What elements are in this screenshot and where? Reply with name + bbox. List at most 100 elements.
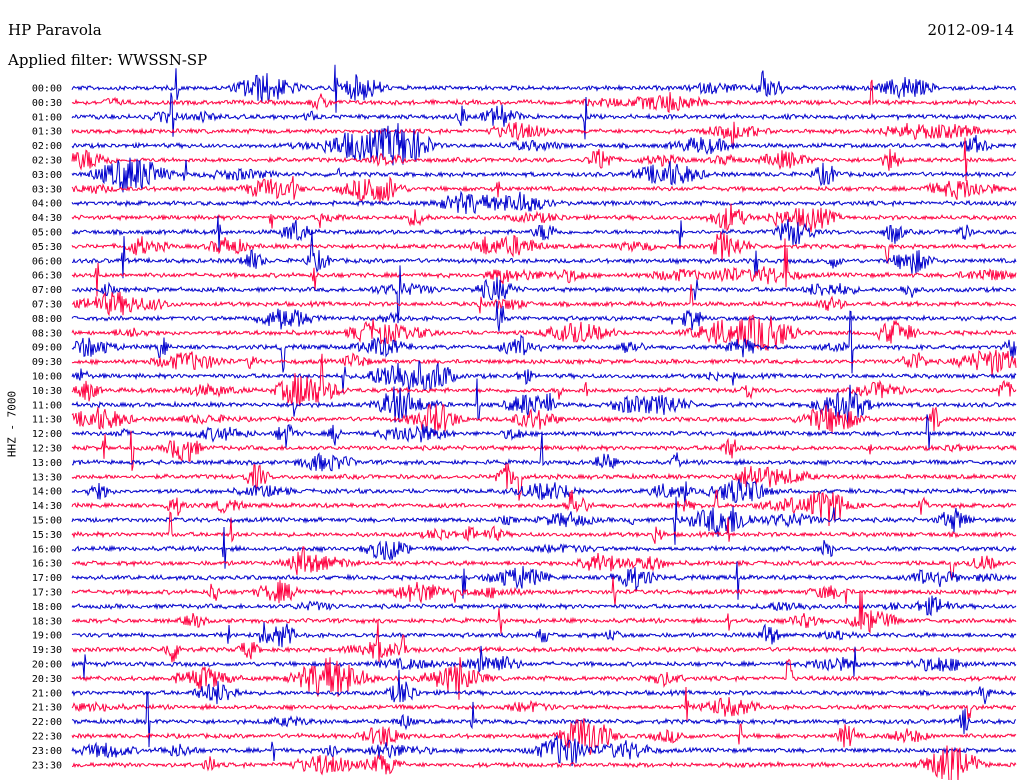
trace-line xyxy=(71,561,1017,600)
trace-line xyxy=(71,718,1017,755)
trace-line xyxy=(71,353,1017,407)
row-time-label: 19:00 xyxy=(32,631,62,642)
row-time-label: 23:00 xyxy=(32,746,62,757)
row-time-label: 06:30 xyxy=(32,271,62,282)
row-time-label: 13:00 xyxy=(32,458,62,469)
trace-line xyxy=(71,430,1017,471)
trace-line xyxy=(71,431,1017,472)
row-time-label: 07:30 xyxy=(32,300,62,311)
row-time-label: 16:00 xyxy=(32,544,62,555)
trace-line xyxy=(71,463,1017,501)
row-time-label: 10:00 xyxy=(32,372,62,383)
trace-line xyxy=(71,590,1017,634)
trace-line xyxy=(71,360,1017,393)
row-time-label: 20:30 xyxy=(32,674,62,685)
trace-line xyxy=(71,349,1017,376)
row-time-label: 19:30 xyxy=(32,645,62,656)
trace-line xyxy=(71,190,1017,215)
row-time-label: 21:30 xyxy=(32,703,62,714)
row-time-label: 00:00 xyxy=(32,84,62,95)
trace-line xyxy=(71,414,1017,451)
row-time-label: 03:30 xyxy=(32,184,62,195)
row-time-label: 11:30 xyxy=(32,415,62,426)
trace-line xyxy=(71,300,1017,332)
row-time-label: 04:30 xyxy=(32,213,62,224)
trace-line xyxy=(71,378,1017,425)
trace-line xyxy=(71,137,1017,181)
row-time-label: 08:00 xyxy=(32,314,62,325)
trace-line xyxy=(71,265,1017,324)
row-time-label: 08:30 xyxy=(32,328,62,339)
filter-label: Applied filter: WWSSN-SP xyxy=(8,51,208,69)
row-time-label: 12:30 xyxy=(32,444,62,455)
trace-line xyxy=(71,79,1017,114)
row-time-label: 02:00 xyxy=(32,141,62,152)
row-time-label: 01:00 xyxy=(32,112,62,123)
row-time-label: 05:30 xyxy=(32,242,62,253)
row-time-label: 09:30 xyxy=(32,357,62,368)
row-time-label: 10:30 xyxy=(32,386,62,397)
row-time-label: 22:30 xyxy=(32,732,62,743)
trace-line xyxy=(71,310,1017,374)
trace-line xyxy=(71,478,1017,507)
row-time-label: 00:30 xyxy=(32,98,62,109)
trace-line xyxy=(71,511,1017,544)
trace-line xyxy=(71,745,1017,780)
row-time-label: 16:30 xyxy=(32,559,62,570)
trace-line xyxy=(71,576,1017,607)
row-time-label: 20:00 xyxy=(32,660,62,671)
trace-line xyxy=(71,123,1017,166)
row-time-label: 17:00 xyxy=(32,573,62,584)
row-time-label: 14:30 xyxy=(32,501,62,512)
trace-line xyxy=(71,176,1017,203)
row-time-label: 23:30 xyxy=(32,760,62,771)
row-time-label: 11:00 xyxy=(32,400,62,411)
trace-line xyxy=(71,595,1017,617)
row-time-label: 05:00 xyxy=(32,228,62,239)
trace-line xyxy=(71,238,1017,297)
row-time-label: 22:00 xyxy=(32,717,62,728)
trace-line xyxy=(71,489,1017,527)
trace-line xyxy=(71,231,1017,265)
trace-line xyxy=(71,686,1017,721)
row-time-label: 06:00 xyxy=(32,256,62,267)
trace-line xyxy=(71,284,1017,317)
trace-line xyxy=(72,232,1017,279)
row-time-label: 21:00 xyxy=(32,688,62,699)
trace-line xyxy=(71,215,1017,251)
row-time-label: 03:00 xyxy=(32,170,62,181)
row-time-label: 18:00 xyxy=(32,602,62,613)
trace-line xyxy=(71,64,1017,113)
trace-line xyxy=(71,203,1017,233)
row-time-label: 14:00 xyxy=(32,487,62,498)
row-time-label: 18:30 xyxy=(32,616,62,627)
trace-line xyxy=(71,92,1017,140)
trace-line xyxy=(71,735,1017,767)
trace-line xyxy=(71,526,1017,569)
row-time-label: 13:30 xyxy=(32,472,62,483)
trace-line xyxy=(71,657,1017,700)
record-date: 2012-09-14 xyxy=(927,21,1014,39)
trace-line xyxy=(71,314,1017,351)
row-time-label: 09:00 xyxy=(32,343,62,354)
row-time-label: 12:00 xyxy=(32,429,62,440)
trace-line xyxy=(71,669,1017,705)
row-time-label: 15:00 xyxy=(32,516,62,527)
trace-line xyxy=(71,403,1016,436)
trace-line xyxy=(71,691,1017,748)
row-time-label: 15:30 xyxy=(32,530,62,541)
row-time-label: 07:00 xyxy=(32,285,62,296)
trace-line xyxy=(71,121,1017,149)
row-time-label: 04:00 xyxy=(32,199,62,210)
row-time-label: 01:30 xyxy=(32,127,62,138)
row-time-label: 17:30 xyxy=(32,588,62,599)
trace-line xyxy=(71,620,1017,663)
trace-line xyxy=(71,622,1017,648)
trace-line xyxy=(71,645,1017,679)
station-name: HP Paravola xyxy=(8,21,102,39)
trace-line xyxy=(71,546,1016,579)
trace-line xyxy=(71,496,1017,545)
row-time-label: 02:30 xyxy=(32,156,62,167)
trace-line xyxy=(71,157,1017,193)
